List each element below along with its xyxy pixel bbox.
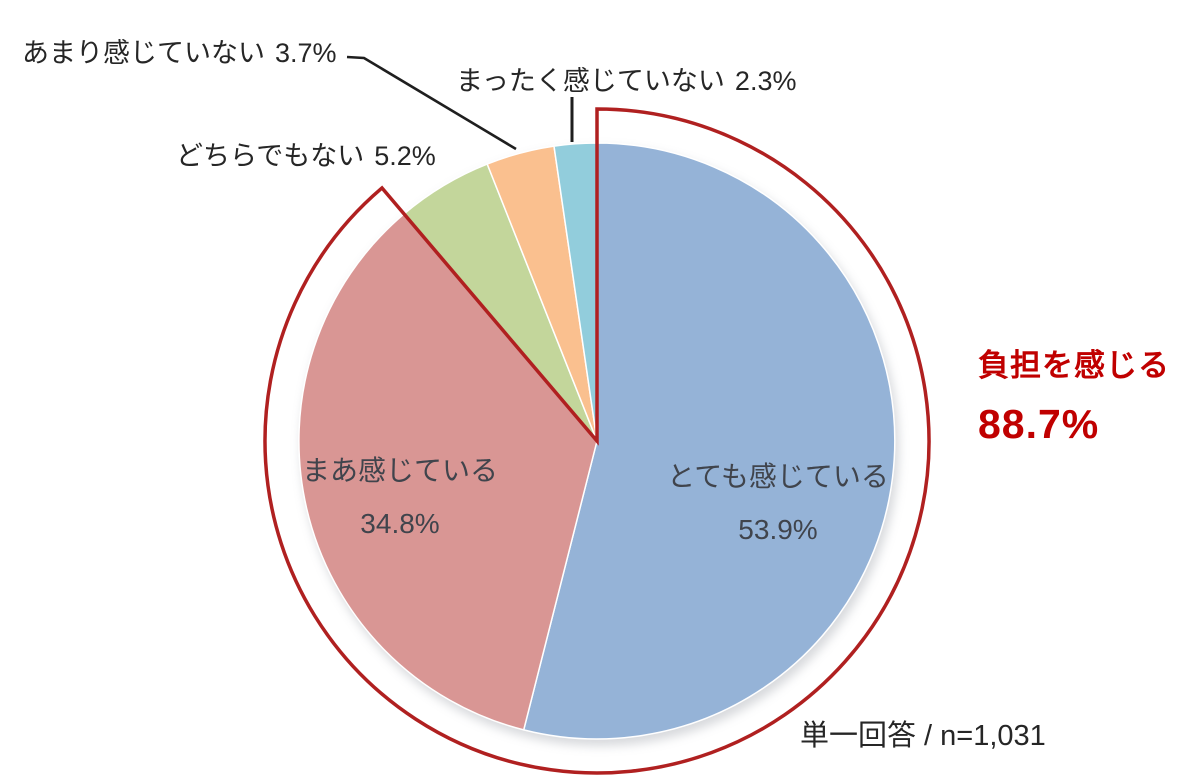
highlight-annotation: 負担を感じる 88.7% — [978, 346, 1170, 450]
slice-label-dochira-pct: 5.2% — [374, 141, 436, 171]
slice-label-mattaku-text: まったく感じていない — [456, 66, 725, 96]
slice-label-dochira: どちらでもない 5.2% — [176, 134, 436, 173]
slice-label-maa-text: まあ感じている — [301, 455, 498, 486]
pie-slice-maa — [298, 213, 598, 731]
slice-label-maa-pct: 34.8% — [360, 508, 440, 539]
slice-label-amari: あまり感じていない 3.7% — [22, 31, 337, 70]
slice-label-totemo-text: とても感じている — [667, 461, 889, 492]
slice-label-mattaku: まったく感じていない 2.3% — [456, 59, 796, 98]
highlight-annotation-pct: 88.7% — [978, 401, 1100, 447]
slice-label-totemo-pct: 53.9% — [738, 514, 818, 545]
highlight-outline-group — [263, 107, 931, 775]
pie-slice-totemo — [522, 142, 896, 740]
highlight-annotation-text: 負担を感じる — [978, 348, 1170, 383]
slice-label-amari-text: あまり感じていない — [22, 38, 265, 68]
survey-note: 単一回答 / n=1,031 — [800, 720, 1046, 752]
slice-label-mattaku-pct: 2.3% — [734, 66, 797, 96]
leader-line-amari — [346, 55, 517, 151]
slice-label-dochira-text: どちらでもない — [176, 141, 365, 171]
slice-label-totemo: とても感じている 53.9% — [628, 450, 928, 556]
pie-slices-group — [298, 142, 896, 740]
highlight-outline — [263, 107, 931, 775]
slice-label-amari-pct: 3.7% — [275, 38, 337, 68]
slice-label-maa: まあ感じている 34.8% — [250, 444, 550, 550]
